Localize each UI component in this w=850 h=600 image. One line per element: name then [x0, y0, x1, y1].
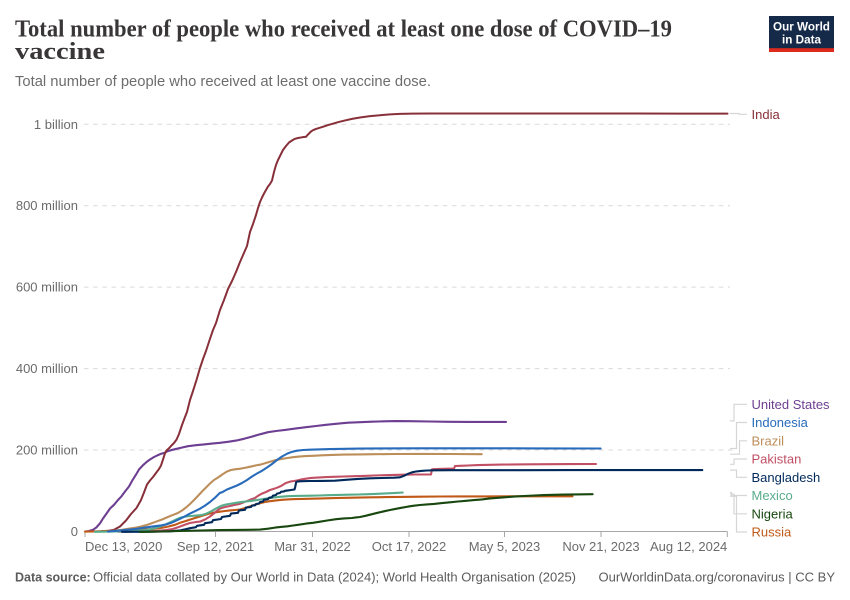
svg-text:Official data collated by Our: Official data collated by Our World in D…	[93, 570, 576, 585]
svg-text:India: India	[752, 107, 781, 122]
svg-text:0: 0	[71, 524, 78, 539]
svg-text:Pakistan: Pakistan	[752, 452, 802, 467]
svg-text:Nigeria: Nigeria	[752, 506, 794, 521]
svg-text:1 billion: 1 billion	[34, 117, 78, 132]
svg-text:in Data: in Data	[782, 33, 821, 46]
svg-text:Mexico: Mexico	[752, 488, 793, 503]
svg-text:vaccine: vaccine	[15, 39, 105, 65]
svg-text:Dec 13, 2020: Dec 13, 2020	[85, 539, 162, 554]
svg-text:Bangladesh: Bangladesh	[752, 470, 821, 485]
svg-text:Data source:: Data source:	[15, 571, 91, 585]
svg-text:Brazil: Brazil	[752, 433, 785, 448]
svg-text:OurWorldinData.org/coronavirus: OurWorldinData.org/coronavirus | CC BY	[598, 570, 835, 585]
svg-text:Sep 12, 2021: Sep 12, 2021	[177, 539, 254, 554]
svg-text:Indonesia: Indonesia	[752, 415, 809, 430]
svg-text:Our World: Our World	[773, 21, 830, 34]
svg-text:600 million: 600 million	[16, 280, 78, 295]
svg-text:Mar 31, 2022: Mar 31, 2022	[274, 539, 351, 554]
svg-text:United States: United States	[752, 397, 831, 412]
svg-text:Russia: Russia	[752, 525, 793, 540]
svg-text:Oct 17, 2022: Oct 17, 2022	[372, 539, 446, 554]
svg-text:Nov 21, 2023: Nov 21, 2023	[562, 539, 639, 554]
svg-text:400 million: 400 million	[16, 361, 78, 376]
svg-text:May 5, 2023: May 5, 2023	[469, 539, 541, 554]
svg-text:Aug 12, 2024: Aug 12, 2024	[650, 539, 727, 554]
svg-text:200 million: 200 million	[16, 443, 78, 458]
svg-text:800 million: 800 million	[16, 198, 78, 213]
svg-text:Total number of people who rec: Total number of people who received at l…	[15, 17, 672, 43]
svg-text:Total number of people who rec: Total number of people who received at l…	[15, 73, 431, 90]
